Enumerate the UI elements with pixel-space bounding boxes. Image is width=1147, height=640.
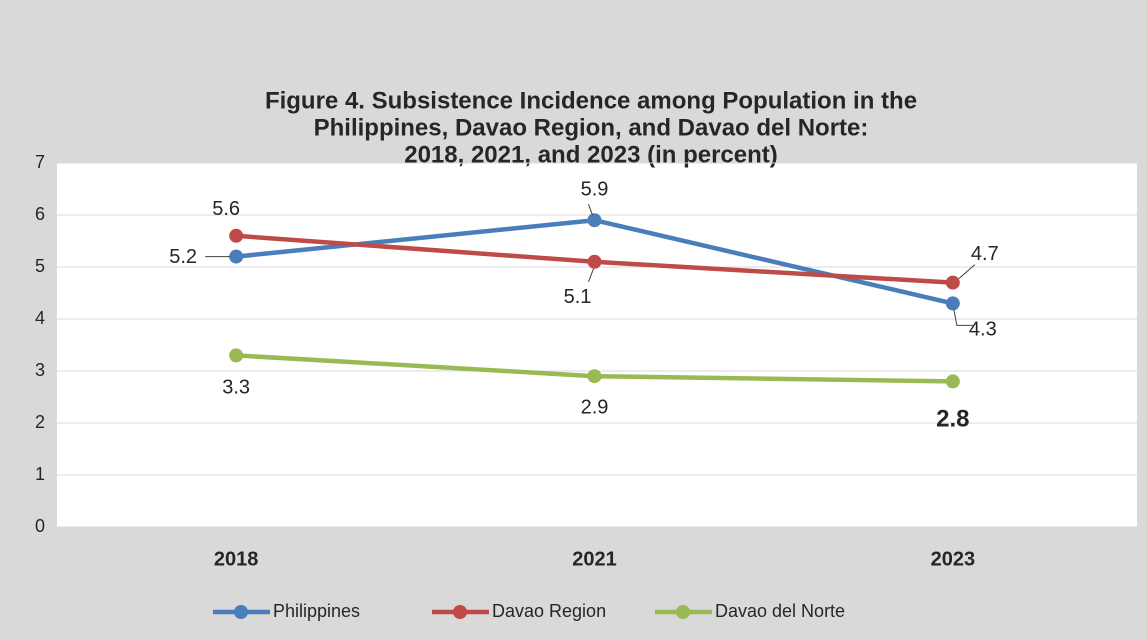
legend-marker xyxy=(234,605,248,619)
legend-label: Davao Region xyxy=(492,601,606,621)
leader-line xyxy=(953,309,973,326)
data-point xyxy=(229,228,244,243)
legend-label: Philippines xyxy=(273,601,360,621)
data-point xyxy=(945,296,960,311)
data-label: 5.6 xyxy=(212,198,240,220)
y-tick-label: 1 xyxy=(35,464,45,484)
x-tick-label: 2023 xyxy=(931,548,976,570)
data-label: 2.9 xyxy=(581,396,609,418)
data-label: 2.8 xyxy=(936,406,969,433)
y-tick-label: 2 xyxy=(35,412,45,432)
y-tick-label: 5 xyxy=(35,256,45,276)
y-tick-label: 7 xyxy=(35,152,45,172)
chart-title: 2018, 2021, and 2023 (in percent) xyxy=(404,141,778,168)
legend-marker xyxy=(453,605,467,619)
legend-label: Davao del Norte xyxy=(715,601,845,621)
data-label: 4.3 xyxy=(969,319,997,341)
data-label: 5.2 xyxy=(169,246,197,268)
data-point xyxy=(229,348,244,363)
legend-marker xyxy=(676,605,690,619)
y-tick-label: 6 xyxy=(35,204,45,224)
data-label: 5.9 xyxy=(581,178,609,200)
leader-line xyxy=(958,264,976,279)
data-point xyxy=(587,254,602,269)
data-label: 4.7 xyxy=(971,243,999,265)
chart-title: Figure 4. Subsistence Incidence among Po… xyxy=(265,87,917,114)
x-tick-label: 2018 xyxy=(214,548,259,570)
y-tick-label: 0 xyxy=(35,516,45,536)
data-point xyxy=(587,369,602,384)
data-point xyxy=(945,374,960,389)
data-point xyxy=(229,249,244,264)
x-tick-label: 2021 xyxy=(572,548,617,570)
y-tick-label: 3 xyxy=(35,360,45,380)
data-label: 5.1 xyxy=(564,286,592,308)
data-point xyxy=(587,213,602,228)
data-point xyxy=(945,275,960,290)
y-tick-label: 4 xyxy=(35,308,45,328)
data-label: 3.3 xyxy=(222,377,250,399)
chart-title: Philippines, Davao Region, and Davao del… xyxy=(314,114,869,141)
leader-line xyxy=(588,268,594,282)
leader-line xyxy=(588,204,593,216)
